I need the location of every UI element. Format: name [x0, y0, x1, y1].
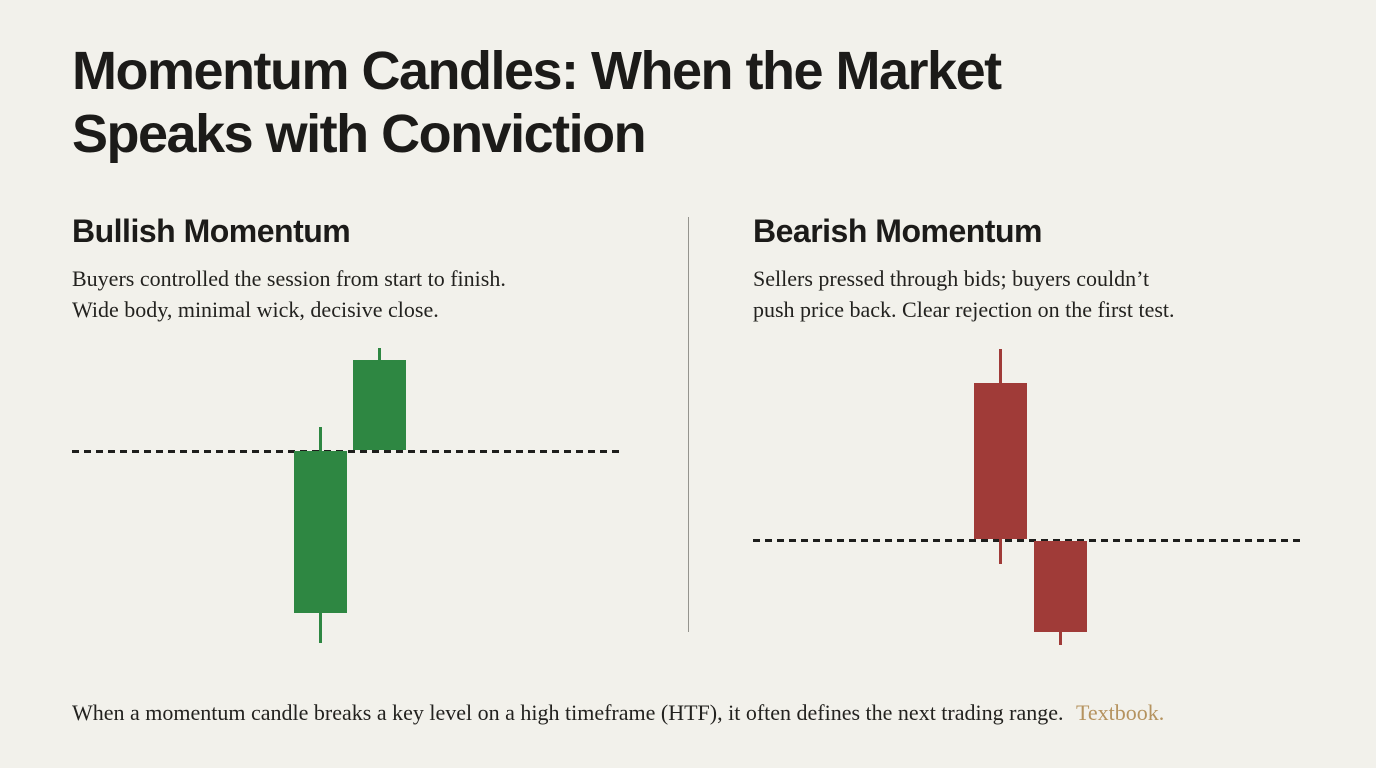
bullish-momentum-candle-lower-wick [319, 613, 322, 643]
bearish-description: Sellers pressed through bids; buyers cou… [753, 263, 1323, 325]
bearish-continuation-candle-lower-wick [1059, 632, 1062, 645]
bullish-description: Buyers controlled the session from start… [72, 263, 642, 325]
column-divider [688, 217, 689, 632]
bullish-description-line-1: Buyers controlled the session from start… [72, 266, 506, 291]
key-level-dashed-line [753, 539, 1300, 542]
bullish-momentum-candle-body [294, 451, 347, 613]
bullish-continuation-candle-upper-wick [378, 348, 381, 360]
page-title: Momentum Candles: When the Market Speaks… [72, 40, 1002, 166]
title-line-2: Speaks with Conviction [72, 104, 647, 164]
bullish-candlestick-diagram [72, 340, 622, 652]
bearish-momentum-candle-body [974, 383, 1027, 539]
footer-highlight: Textbook. [1075, 700, 1165, 725]
bearish-momentum-candle-upper-wick [999, 349, 1002, 383]
title-line-1: Momentum Candles: When the Market [72, 41, 1002, 101]
bearish-continuation-candle-body [1034, 541, 1087, 632]
bullish-description-line-2: Wide body, minimal wick, decisive close. [72, 297, 439, 322]
bullish-panel: Bullish Momentum Buyers controlled the s… [72, 212, 642, 325]
bearish-candlestick-diagram [753, 340, 1300, 652]
bullish-continuation-candle-body [353, 360, 406, 450]
footer-text: When a momentum candle breaks a key leve… [72, 700, 1064, 725]
footer-note: When a momentum candle breaks a key leve… [72, 698, 1352, 728]
bullish-momentum-candle-upper-wick [319, 427, 322, 451]
bearish-heading: Bearish Momentum [753, 213, 1042, 249]
bullish-heading: Bullish Momentum [72, 213, 351, 249]
bearish-description-line-2: push price back. Clear rejection on the … [753, 297, 1175, 322]
bearish-panel: Bearish Momentum Sellers pressed through… [753, 212, 1323, 325]
bearish-momentum-candle-lower-wick [999, 539, 1002, 564]
key-level-dashed-line [72, 450, 622, 453]
bearish-description-line-1: Sellers pressed through bids; buyers cou… [753, 266, 1150, 291]
